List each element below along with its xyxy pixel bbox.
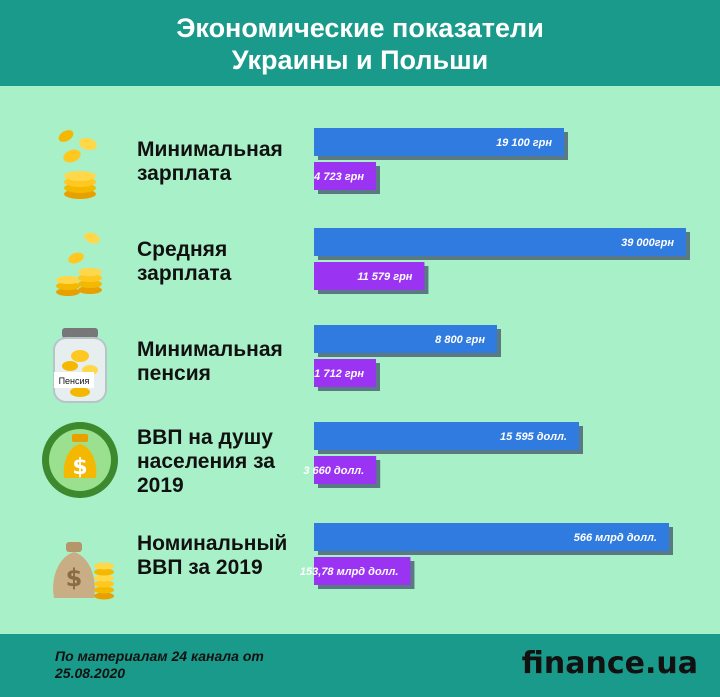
row-min-salary: Минимальная зарплата <box>0 118 720 208</box>
bar-value-label: 153,78 млрд долл. <box>300 566 399 578</box>
bar-purple <box>314 557 411 585</box>
bar-value-label: 4 723 грн <box>313 171 364 183</box>
bar-value-label: 11 579 грн <box>357 271 412 283</box>
dollar-bag-circle-icon: $ <box>42 422 118 498</box>
bar-blue <box>314 325 497 353</box>
row-label-line: зарплата <box>137 162 232 185</box>
svg-text:$: $ <box>66 564 83 592</box>
row-label-line: населения за <box>137 450 275 473</box>
svg-text:$: $ <box>72 455 87 480</box>
row-label-line: Номинальный <box>137 532 288 555</box>
bar-value-label: 19 100 грн <box>496 137 552 149</box>
row-label-line: ВВП на душу <box>137 426 273 449</box>
bar-purple <box>314 456 377 484</box>
row-label-line: Минимальная <box>137 338 283 361</box>
row-min-pension: Пенсия Минимальная пенсия <box>0 322 720 412</box>
pension-jar-label: Пенсия <box>59 376 90 386</box>
row-label-line: Минимальная <box>137 138 283 161</box>
money-bag-coins-icon: $ <box>53 542 114 600</box>
row-label-line: пенсия <box>137 362 211 385</box>
row-avg-salary: Средняя зарплата <box>0 220 720 310</box>
bar-blue <box>314 128 564 156</box>
header-banner: Экономические показатели Украины и Польш… <box>0 0 720 86</box>
bar-value-label: 8 800 грн <box>435 334 485 346</box>
row-nominal-gdp: $ Номинальный ВВП за 2019 <box>0 520 720 610</box>
bar-value-label: 3 660 долл. <box>303 465 364 477</box>
page-title-line-2: Украины и Польши <box>231 45 489 75</box>
coins-pile-icon <box>56 232 102 296</box>
bar-purple <box>314 359 376 387</box>
page-title-line-1: Экономические показатели <box>176 13 544 43</box>
bar-value-label: 39 000грн <box>621 237 674 249</box>
bar-value-label: 15 595 долл. <box>500 431 567 443</box>
row-gdp-per-capita: $ ВВП на душу населения за 2019 <box>0 418 720 508</box>
pension-jar-icon: Пенсия <box>53 328 107 403</box>
bar-blue <box>314 523 669 551</box>
row-label-line: ВВП за 2019 <box>137 556 263 579</box>
bar-value-label: 566 млрд долл. <box>574 532 657 544</box>
row-label-line: зарплата <box>137 262 232 285</box>
bar-purple <box>314 162 376 190</box>
bar-blue <box>314 422 579 450</box>
row-label-line: Средняя <box>137 238 228 261</box>
finance-ua-logo: finance.ua <box>521 646 698 681</box>
footer: По материалам 24 канала от 25.08.2020 fi… <box>0 634 720 697</box>
source-note: По материалам 24 канала от 25.08.2020 <box>55 648 264 681</box>
coins-stack-icon <box>58 130 97 199</box>
bar-value-label: 1 712 грн <box>314 368 364 380</box>
row-label-line: 2019 <box>137 474 184 497</box>
bar-blue <box>314 228 686 256</box>
bar-purple <box>314 262 425 290</box>
